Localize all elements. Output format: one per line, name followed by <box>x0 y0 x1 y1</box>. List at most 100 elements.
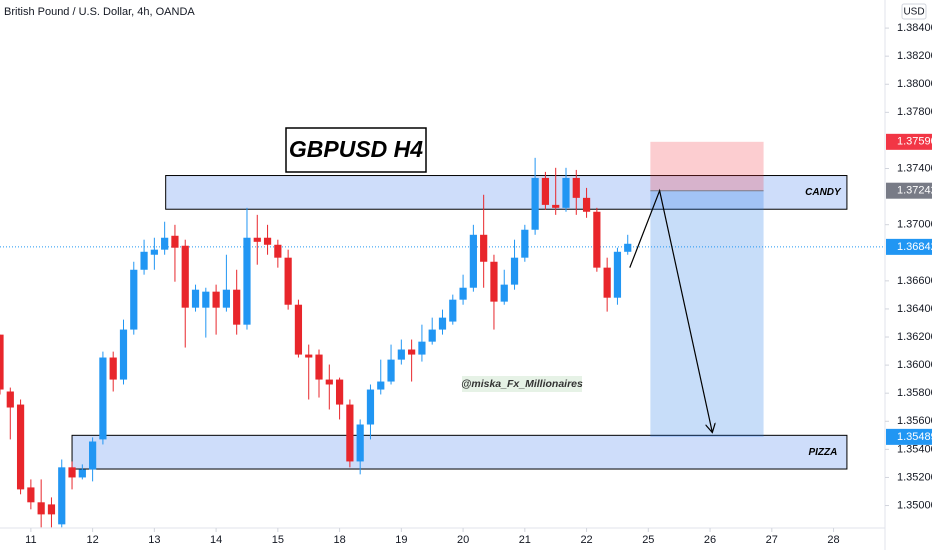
candle-body <box>397 349 405 360</box>
candle-body <box>305 354 313 358</box>
plot-area: CANDY PIZZA GBPUSD H4 @miska_Fx_Millionaire… <box>0 127 885 528</box>
price-label-box <box>886 182 932 199</box>
candle-body <box>346 404 354 462</box>
candle-body <box>377 381 385 390</box>
candle-body <box>418 341 426 355</box>
candle-body <box>6 391 14 408</box>
candle-body <box>284 257 292 305</box>
currency-badge <box>901 3 927 20</box>
x-tick-label: 21 <box>519 534 531 546</box>
x-tick-label: 11 <box>25 534 36 546</box>
watermark: @miska_Fx_Millionaires <box>461 378 583 390</box>
candle-body <box>171 235 179 248</box>
candle-body <box>161 237 169 250</box>
candle-body <box>521 229 529 258</box>
candle-body <box>130 269 138 330</box>
candle-body <box>500 284 508 302</box>
candle-body <box>335 379 344 405</box>
candle-body <box>613 251 622 298</box>
candle-body <box>480 234 488 262</box>
candle-body <box>274 244 282 258</box>
currency-label: USD <box>903 7 924 18</box>
candle-body <box>202 291 210 308</box>
x-tick-label: 18 <box>333 534 345 546</box>
candle-body <box>469 234 477 288</box>
candle-body <box>191 289 200 308</box>
x-tick-label: 15 <box>272 534 284 546</box>
candle-body <box>531 177 539 230</box>
candle-body <box>119 329 128 380</box>
y-tick-label: 1.38200 <box>897 50 932 62</box>
candle-body <box>603 267 611 298</box>
candle-body <box>449 299 457 322</box>
price-label: 1.37242 <box>897 185 932 197</box>
price-label: 1.37590 <box>897 136 932 148</box>
y-tick-label: 1.35400 <box>897 443 932 455</box>
headline-box <box>285 127 427 173</box>
zone <box>71 434 848 470</box>
candle-body <box>150 249 158 255</box>
x-tick-label: 28 <box>827 534 839 546</box>
candle-body <box>315 354 323 380</box>
candle-body <box>562 177 570 208</box>
candle-body <box>37 502 45 515</box>
y-tick-label: 1.35200 <box>897 471 932 483</box>
x-tick-label: 20 <box>457 534 469 546</box>
y-tick-label: 1.37000 <box>897 219 932 231</box>
candle-body <box>16 404 25 490</box>
candle-body <box>387 359 395 382</box>
y-tick-label: 1.35000 <box>897 499 932 511</box>
watermark-bg <box>462 376 582 392</box>
candle-body <box>27 487 35 503</box>
candle-body <box>0 334 4 390</box>
price-label-box <box>886 133 932 150</box>
price-label-box <box>886 428 932 445</box>
y-tick-label: 1.36400 <box>897 303 932 315</box>
candle-body <box>490 261 498 302</box>
candle-body <box>99 357 107 440</box>
candle-body <box>552 204 560 208</box>
x-tick-label: 26 <box>704 534 716 546</box>
candle-body <box>58 467 66 525</box>
zone-label: CANDY <box>805 187 842 198</box>
stop-zone <box>650 141 764 191</box>
candle-body <box>89 441 97 470</box>
candle-body <box>243 237 251 325</box>
price-label: 1.36842 <box>897 241 932 253</box>
candle-body <box>212 291 220 308</box>
y-tick-label: 1.36200 <box>897 331 932 343</box>
x-tick-label: 12 <box>86 534 98 546</box>
target-zone <box>650 190 764 437</box>
candle-body <box>181 245 189 308</box>
y-tick-label: 1.37800 <box>897 106 932 118</box>
candle-body <box>572 177 580 198</box>
candle-body <box>78 469 86 478</box>
candle-body <box>233 289 241 325</box>
candle-body <box>294 304 303 355</box>
candle-body <box>140 251 148 270</box>
x-tick-label: 19 <box>395 534 407 546</box>
candle-body <box>47 504 56 515</box>
y-tick-label: 1.35800 <box>897 387 932 399</box>
x-tick-label: 13 <box>148 534 160 546</box>
y-tick-label: 1.35600 <box>897 415 932 427</box>
x-tick-label: 14 <box>210 534 222 546</box>
y-tick-label: 1.38400 <box>897 22 932 34</box>
candle-body <box>109 357 117 380</box>
candle-body <box>263 237 272 245</box>
x-tick-label: 25 <box>642 534 654 546</box>
candle-body <box>593 211 601 268</box>
candle-body <box>459 287 467 300</box>
headline: GBPUSD H4 <box>289 136 423 162</box>
candle-body <box>325 379 333 385</box>
candle-body <box>356 424 364 462</box>
y-tick-label: 1.36000 <box>897 359 932 371</box>
candle-body <box>222 289 230 308</box>
candle-body <box>624 243 632 252</box>
y-tick-label: 1.36600 <box>897 275 932 287</box>
y-tick-label: 1.38000 <box>897 78 932 90</box>
x-tick-label: 22 <box>580 534 592 546</box>
price-label-box <box>886 238 932 255</box>
